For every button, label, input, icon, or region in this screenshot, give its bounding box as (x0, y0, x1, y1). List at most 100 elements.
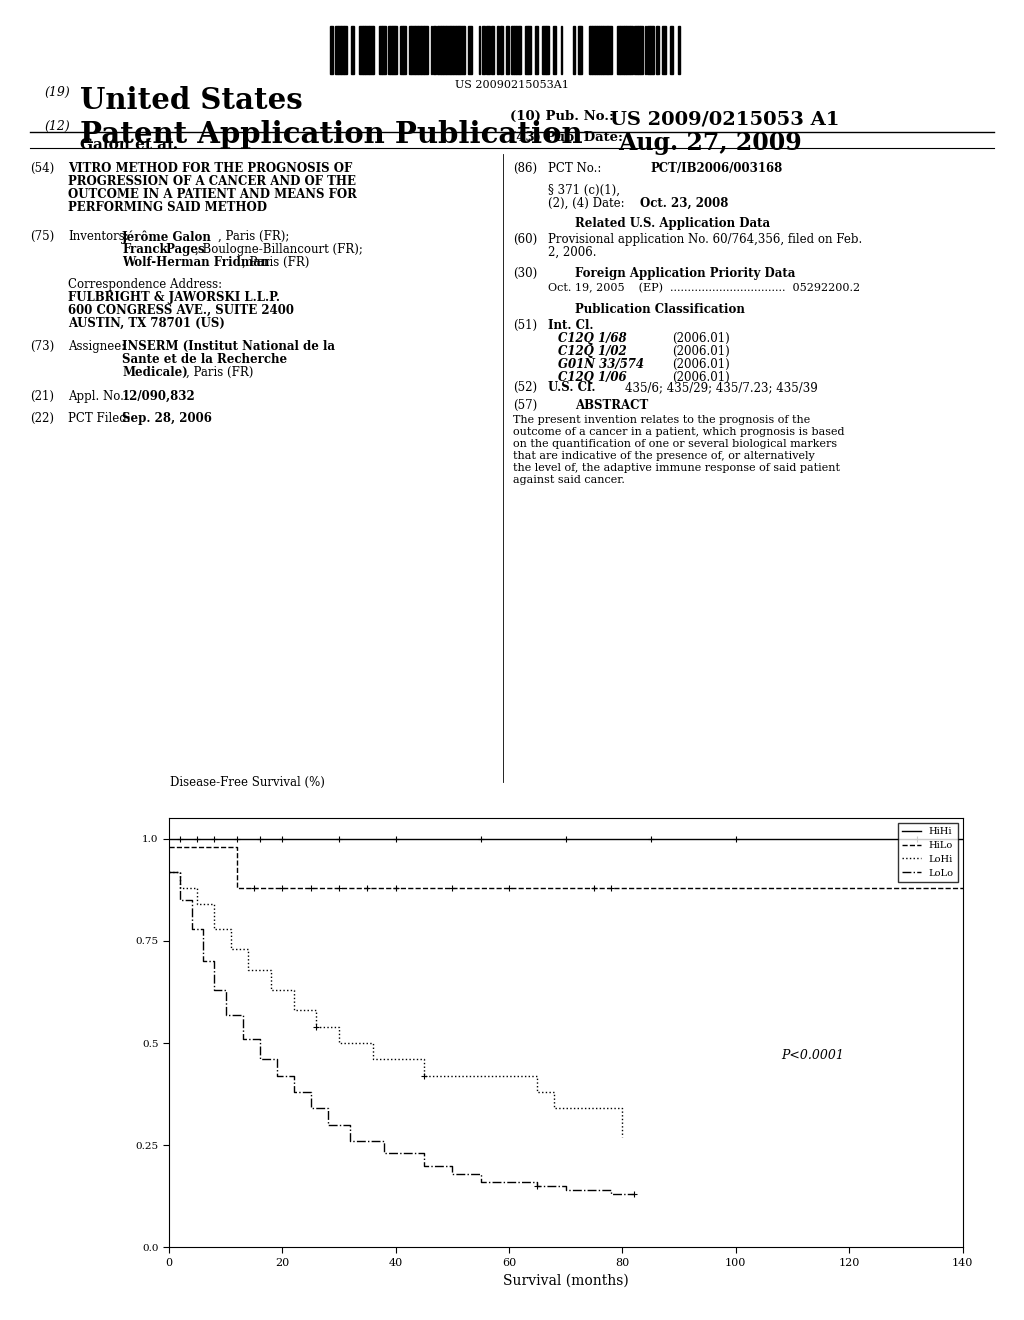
Bar (516, 26, 519, 74)
LoHi (288, 1002, 300, 1018)
Bar (482, 26, 485, 74)
Bar (468, 26, 472, 74)
LoLo (344, 1117, 356, 1133)
LoHi (616, 1117, 629, 1133)
LoLo (344, 1134, 356, 1150)
LoLo (270, 1052, 283, 1068)
Bar (592, 26, 595, 74)
LoHi (191, 880, 204, 896)
Bar (456, 26, 458, 74)
LoLo (304, 1084, 316, 1100)
LoHi (548, 1084, 560, 1100)
Text: (2006.01): (2006.01) (672, 371, 730, 384)
LoLo (605, 1187, 617, 1203)
Bar (424, 26, 428, 74)
Bar (501, 26, 503, 74)
Text: Aug. 27, 2009: Aug. 27, 2009 (618, 131, 802, 154)
Bar (553, 26, 556, 74)
Text: US 20090215053A1: US 20090215053A1 (455, 81, 569, 90)
Bar (624, 26, 626, 74)
LoHi (225, 921, 238, 937)
LoLo (237, 1007, 249, 1023)
Bar (441, 26, 443, 74)
Bar (608, 26, 612, 74)
Text: United States: United States (80, 86, 303, 115)
Bar (451, 26, 453, 74)
Bar (379, 26, 382, 74)
Text: (51): (51) (513, 319, 538, 333)
Text: 12/090,832: 12/090,832 (122, 389, 196, 403)
Bar (400, 26, 403, 74)
Bar (411, 26, 415, 74)
Text: PROGRESSION OF A CANCER AND OF THE: PROGRESSION OF A CANCER AND OF THE (68, 176, 356, 187)
Line: LoHi: LoHi (169, 871, 623, 1137)
Text: 2, 2006.: 2, 2006. (548, 246, 597, 259)
Text: Oct. 19, 2005    (EP)  .................................  05292200.2: Oct. 19, 2005 (EP) .....................… (548, 282, 860, 293)
Text: PCT/IB2006/003168: PCT/IB2006/003168 (650, 162, 782, 176)
Bar (433, 26, 436, 74)
Text: (10) Pub. No.:: (10) Pub. No.: (510, 110, 614, 123)
Bar (418, 26, 421, 74)
LoHi (367, 1052, 379, 1068)
LoLo (270, 1068, 283, 1084)
Bar (638, 26, 640, 74)
Bar (662, 26, 666, 74)
Text: Inventors:: Inventors: (68, 230, 129, 243)
LoLo (254, 1031, 266, 1047)
Text: VITRO METHOD FOR THE PROGNOSIS OF: VITRO METHOD FOR THE PROGNOSIS OF (68, 162, 352, 176)
LoLo (208, 953, 220, 969)
Bar (630, 26, 633, 74)
Text: Provisional application No. 60/764,356, filed on Feb.: Provisional application No. 60/764,356, … (548, 234, 862, 246)
Bar (443, 26, 446, 74)
Bar (546, 26, 549, 74)
LoHi (163, 863, 175, 879)
LoLo (185, 892, 198, 908)
HiLo (230, 880, 243, 896)
LoLo (197, 921, 209, 937)
Text: PCT Filed:: PCT Filed: (68, 412, 131, 425)
Bar (388, 26, 390, 74)
Text: Foreign Application Priority Data: Foreign Application Priority Data (575, 267, 796, 280)
HiLo (163, 840, 175, 855)
Text: Oct. 23, 2008: Oct. 23, 2008 (640, 197, 728, 210)
Line: LoLo: LoLo (169, 871, 634, 1195)
LoLo (446, 1166, 459, 1181)
LoHi (310, 1019, 323, 1035)
Text: (86): (86) (513, 162, 538, 176)
Bar (341, 26, 344, 74)
Text: outcome of a cancer in a patient, which prognosis is based: outcome of a cancer in a patient, which … (513, 426, 845, 437)
Text: (30): (30) (513, 267, 538, 280)
Text: , Paris (FR): , Paris (FR) (242, 256, 309, 269)
Text: (2006.01): (2006.01) (672, 358, 730, 371)
Legend: HiHi, HiLo, LoHi, LoLo: HiHi, HiLo, LoHi, LoLo (898, 824, 957, 882)
LoLo (174, 892, 186, 908)
Bar (678, 26, 680, 74)
Bar (338, 26, 341, 74)
LoHi (531, 1084, 544, 1100)
LoLo (531, 1179, 544, 1195)
LoLo (208, 982, 220, 998)
LoHi (208, 896, 220, 912)
Bar (647, 26, 650, 74)
Bar (453, 26, 456, 74)
LoLo (174, 863, 186, 879)
Text: against said cancer.: against said cancer. (513, 475, 625, 484)
Text: Jérôme Galon: Jérôme Galon (122, 230, 212, 243)
Text: 435/6; 435/29; 435/7.23; 435/39: 435/6; 435/29; 435/7.23; 435/39 (625, 381, 818, 393)
Text: Sante et de la Recherche: Sante et de la Recherche (122, 352, 287, 366)
Bar (359, 26, 362, 74)
LoLo (531, 1173, 544, 1189)
Text: § 371 (c)(1),: § 371 (c)(1), (548, 183, 620, 197)
X-axis label: Survival (months): Survival (months) (503, 1274, 629, 1287)
Bar (421, 26, 424, 74)
Text: (60): (60) (513, 234, 538, 246)
LoHi (418, 1052, 430, 1068)
Text: Appl. No.:: Appl. No.: (68, 389, 128, 403)
LoHi (174, 863, 186, 879)
Bar (514, 26, 516, 74)
Text: ABSTRACT: ABSTRACT (575, 399, 648, 412)
Bar (599, 26, 601, 74)
HiLo (230, 840, 243, 855)
Text: that are indicative of the presence of, or alternatively: that are indicative of the presence of, … (513, 451, 815, 461)
Bar (362, 26, 365, 74)
